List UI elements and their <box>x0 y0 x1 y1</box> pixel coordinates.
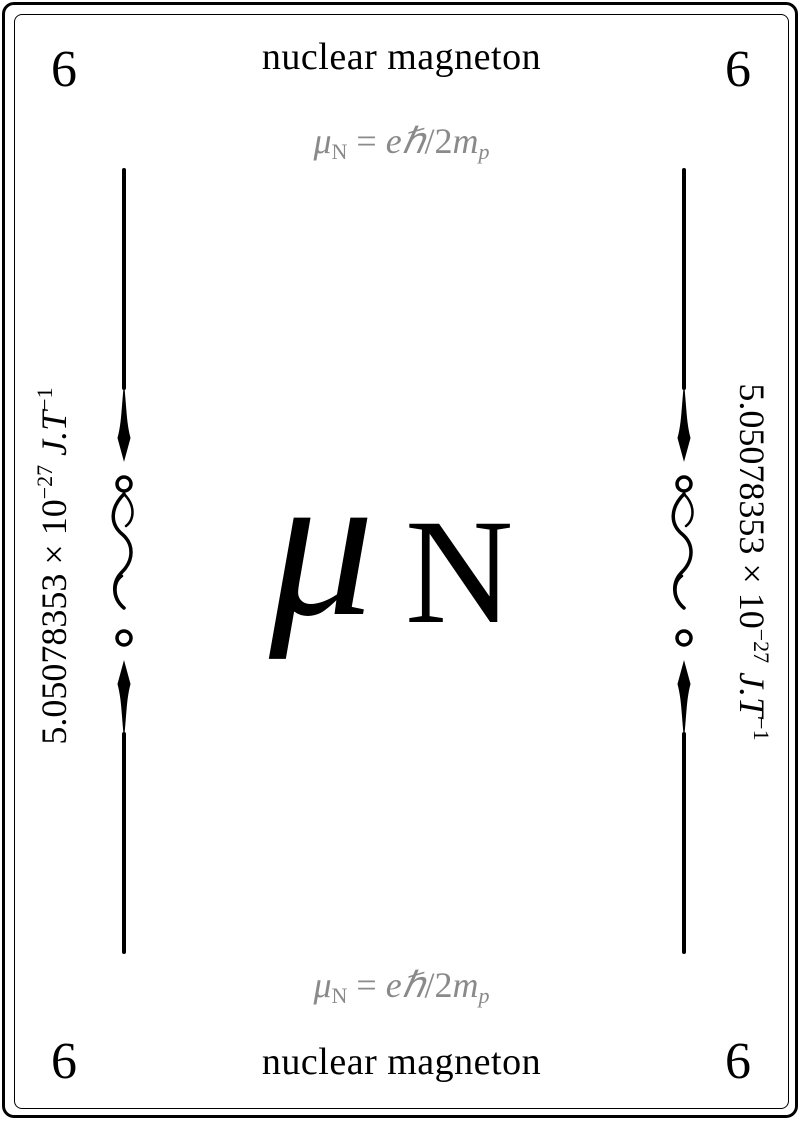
formula-equals: = <box>347 121 386 161</box>
card-inner-border <box>14 14 789 1109</box>
formula-m-sub: p <box>478 983 490 1008</box>
formula-slash: /2 <box>424 965 453 1005</box>
constant-name-top: nuclear magneton <box>261 36 542 78</box>
formula-symbol: μ <box>313 121 332 161</box>
center-symbol: μ N <box>255 439 555 655</box>
formula-e: e <box>385 121 402 161</box>
formula-hbar: ℏ <box>401 121 425 161</box>
formula-symbol-sub: N <box>331 983 348 1008</box>
formula-symbol: μ <box>313 965 332 1005</box>
formula-m: m <box>452 121 479 161</box>
side-value-unit-exponent: −1 <box>32 387 57 411</box>
formula-e: e <box>385 965 402 1005</box>
formula-slash: /2 <box>424 121 453 161</box>
side-value-exponent: −27 <box>749 628 774 664</box>
constant-name-bottom: nuclear magneton <box>261 1041 542 1083</box>
center-symbol-mu: μ <box>269 428 375 660</box>
formula-hbar: ℏ <box>401 965 425 1005</box>
center-symbol-sub: N <box>405 489 514 655</box>
side-value-unit-exponent: −1 <box>749 717 774 741</box>
formula-m-sub: p <box>478 139 490 164</box>
corner-value-bottom-left: 6 <box>51 1033 77 1090</box>
scroll-ornament-icon <box>111 168 134 954</box>
side-value-unit: J.T <box>34 410 74 456</box>
formula-top: μN = eℏ/2mp <box>0 123 803 163</box>
scroll-ornament-icon <box>671 168 694 954</box>
formula-symbol-sub: N <box>331 139 348 164</box>
corner-value-bottom-right: 6 <box>725 1033 751 1090</box>
side-value-unit: J.T <box>732 672 772 718</box>
side-value-mantissa: 5.05078353 × 10 <box>34 499 74 745</box>
corner-value-top-left: 6 <box>51 41 77 98</box>
side-value-mantissa: 5.05078353 × 10 <box>732 383 772 629</box>
formula-equals: = <box>347 965 386 1005</box>
formula-bottom: μN = eℏ/2mp <box>0 967 803 1007</box>
side-value-exponent: −27 <box>32 464 57 500</box>
corner-value-top-right: 6 <box>725 41 751 98</box>
side-value-right: 5.05078353 × 10−27 J.T−1 <box>732 383 774 740</box>
formula-m: m <box>452 965 479 1005</box>
side-value-left: 5.05078353 × 10−27 J.T−1 <box>32 387 74 745</box>
